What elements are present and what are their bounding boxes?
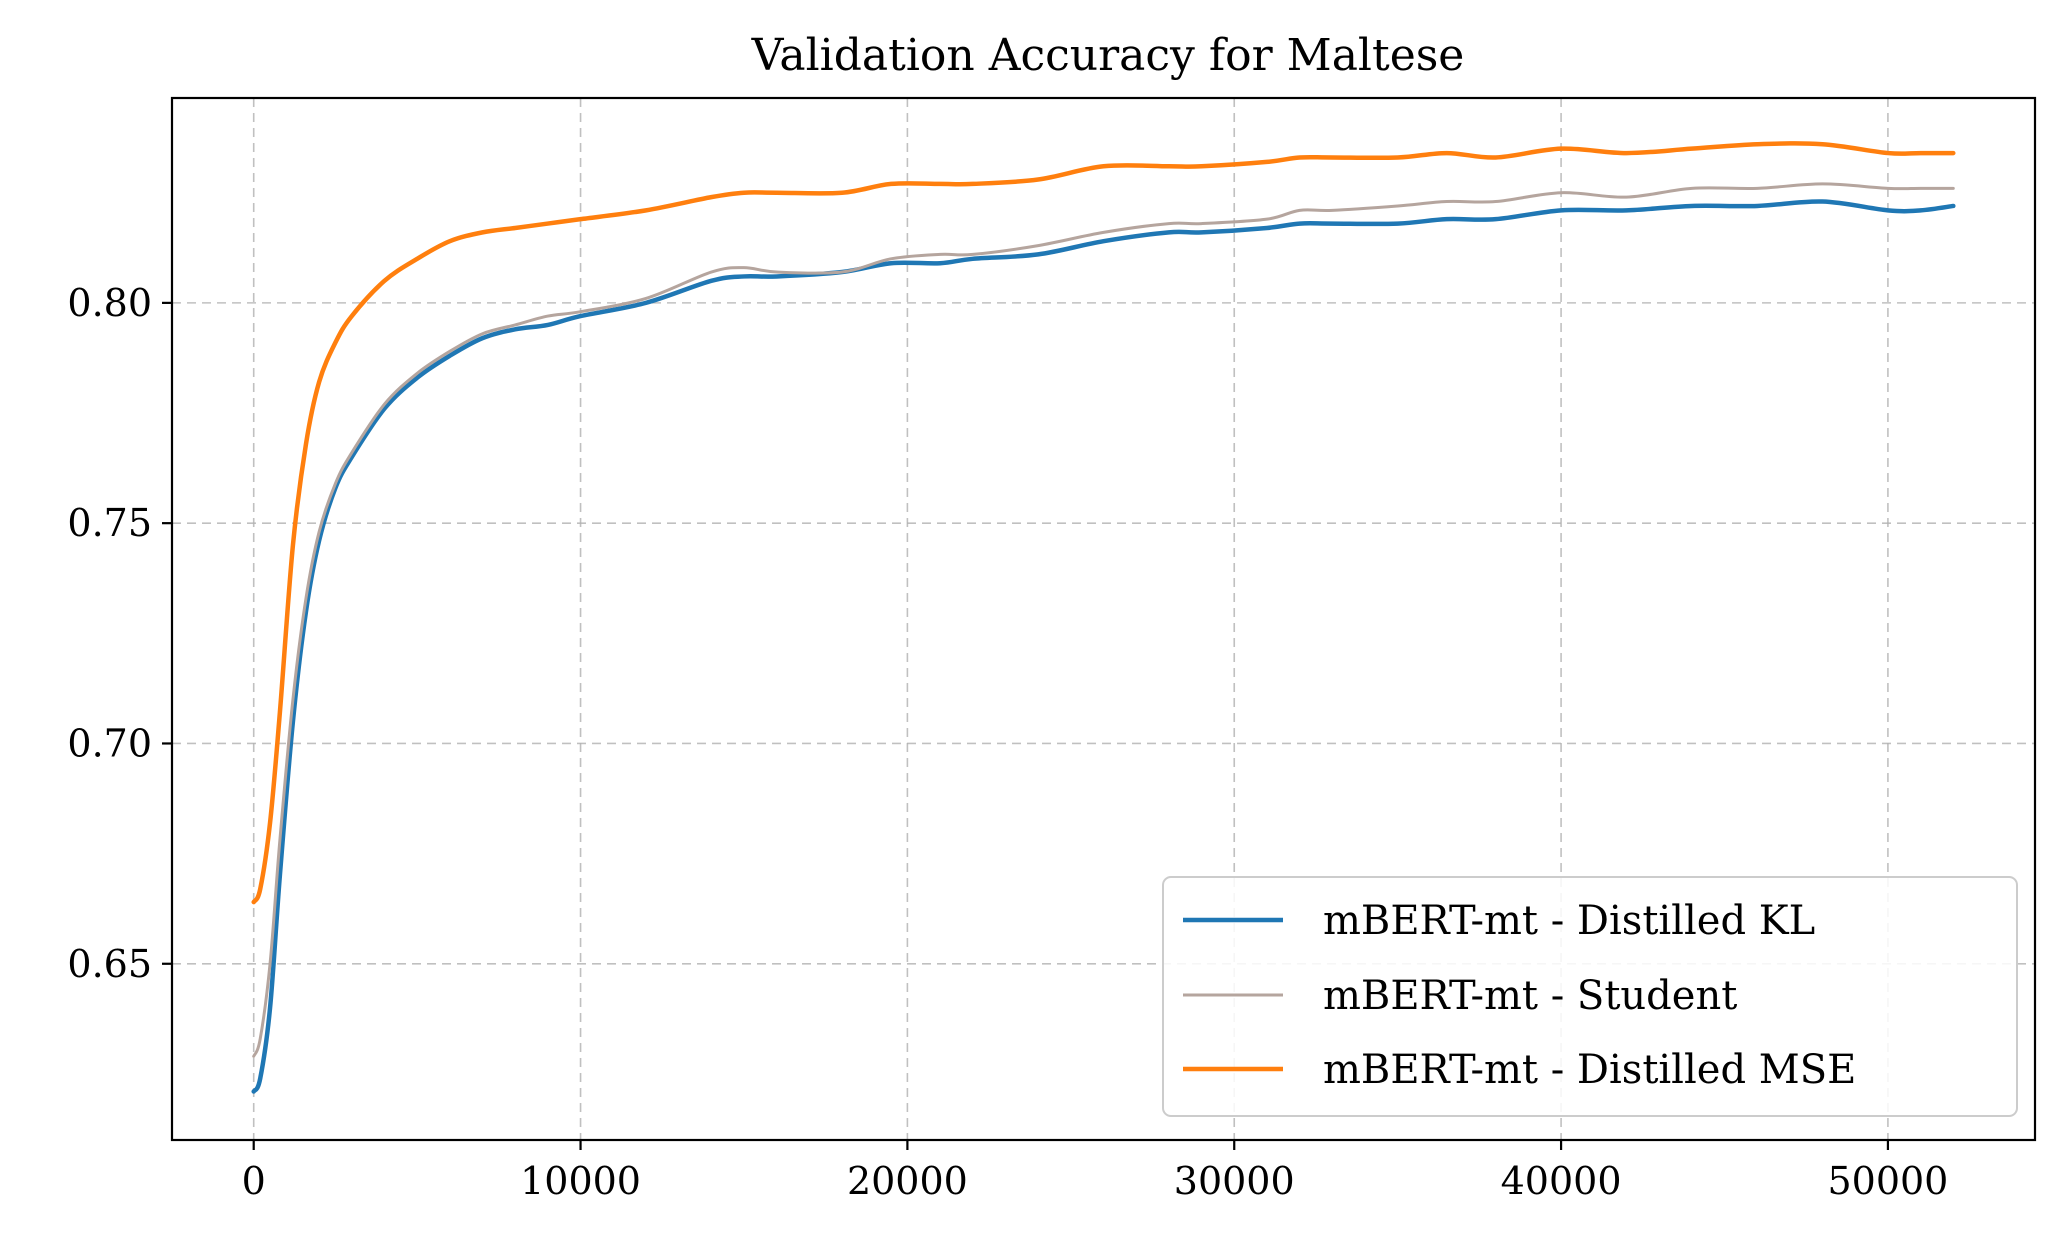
series-group xyxy=(251,141,1956,1094)
legend-label-distilled-mse: mBERT-mt - Distilled MSE xyxy=(1323,1047,1856,1093)
y-tick-label: 0.80 xyxy=(67,281,152,325)
x-tick-label: 10000 xyxy=(520,1159,641,1203)
y-tick-label: 0.75 xyxy=(67,501,152,545)
x-tick-label: 20000 xyxy=(847,1159,968,1203)
legend-label-distilled-kl: mBERT-mt - Distilled KL xyxy=(1323,898,1815,944)
series-student-line xyxy=(252,182,1955,1058)
y-tick-label: 0.65 xyxy=(67,942,152,986)
y-axis: 0.65 0.70 0.75 0.80 xyxy=(67,281,172,986)
legend: mBERT-mt - Distilled KL mBERT-mt - Stude… xyxy=(1162,876,2018,1117)
y-tick-label: 0.70 xyxy=(67,721,152,765)
x-tick-label: 0 xyxy=(242,1159,266,1203)
chart-title: Validation Accuracy for Maltese xyxy=(751,30,1465,81)
x-tick-label: 40000 xyxy=(1501,1159,1622,1203)
x-tick-label: 50000 xyxy=(1827,1159,1948,1203)
plot-area-frame xyxy=(170,96,2037,1142)
series-distilled-mse-line xyxy=(251,141,1956,905)
legend-frame xyxy=(1162,876,2018,1117)
legend-label-student: mBERT-mt - Student xyxy=(1323,973,1737,1019)
x-axis: 0 10000 20000 30000 40000 50000 xyxy=(242,1140,1948,1203)
x-tick-label: 30000 xyxy=(1174,1159,1295,1203)
